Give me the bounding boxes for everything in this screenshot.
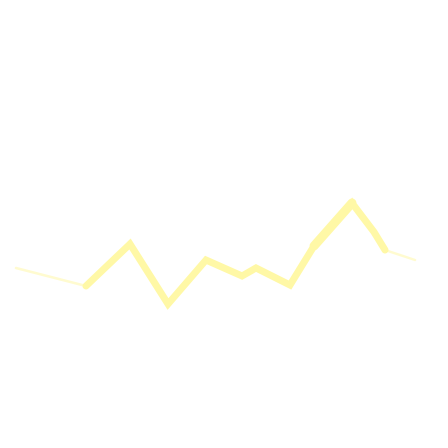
left-tail-stroke (14, 266, 88, 288)
peak-accent-stroke (309, 198, 357, 251)
main-zigzag-stroke (82, 197, 389, 310)
right-tail-stroke (383, 248, 417, 262)
